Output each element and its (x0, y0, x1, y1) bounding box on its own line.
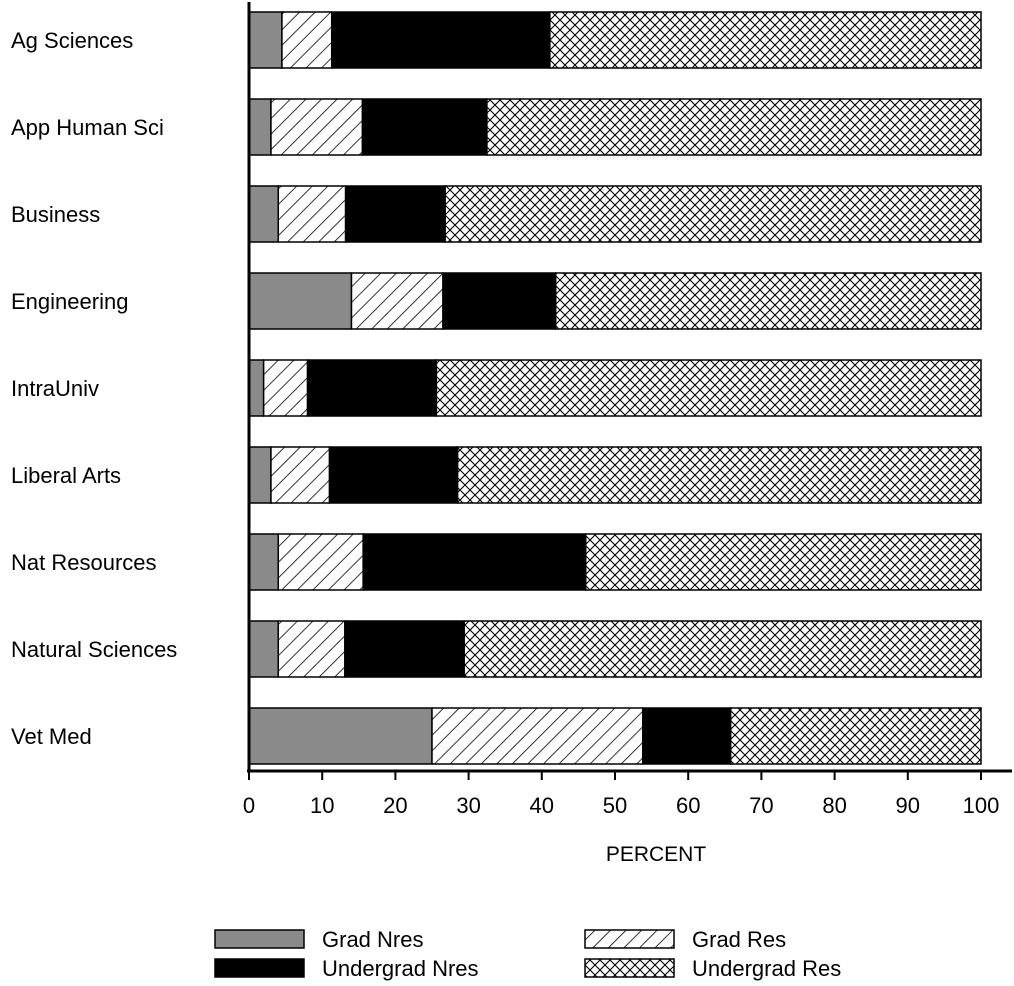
bar-liberal-arts-grad-nres (248, 446, 272, 504)
legend-swatch-undergrad-nres (214, 958, 305, 978)
category-label-nat-resources: Nat Resources (11, 550, 157, 575)
x-tick-label-40: 40 (530, 793, 554, 818)
bar-natural-sciences-undergrad-nres (344, 620, 465, 678)
category-label-liberal-arts: Liberal Arts (11, 463, 121, 488)
category-label-app-human-sci: App Human Sci (11, 115, 164, 140)
bar-nat-resources-undergrad-nres (362, 533, 587, 591)
bar-engineering-grad-nres (248, 272, 353, 330)
bar-intrauniv-grad-res (262, 359, 309, 417)
bar-liberal-arts-grad-res (270, 446, 331, 504)
legend-swatch-undergrad-res (584, 958, 675, 978)
bar-natural-sciences-grad-res (277, 620, 346, 678)
x-axis: 0 10 20 30 40 50 60 70 80 90 100 PERCENT (243, 2, 1012, 866)
bar-engineering-undergrad-res (554, 272, 982, 330)
category-labels: Ag Sciences App Human Sci Business Engineer… (11, 28, 177, 749)
bar-intrauniv-undergrad-res (435, 359, 982, 417)
x-tick-label-60: 60 (676, 793, 700, 818)
legend-label-grad-res: Grad Res (692, 927, 786, 952)
legend-swatch-grad-nres (214, 929, 305, 949)
bar-vet-med-grad-nres (248, 707, 433, 765)
x-tick-label-90: 90 (896, 793, 920, 818)
legend: Grad Nres Grad Res Undergrad Nres Undergrad… (214, 927, 841, 981)
bar-app-human-sci-grad-res (270, 98, 364, 156)
category-label-intrauniv: IntraUniv (11, 376, 99, 401)
bar-intrauniv-undergrad-nres (306, 359, 438, 417)
x-tick-label-70: 70 (749, 793, 773, 818)
bar-natural-sciences-grad-nres (248, 620, 280, 678)
x-tick-label-100: 100 (963, 793, 1000, 818)
bar-ag-sciences-undergrad-nres (330, 11, 551, 69)
legend-label-undergrad-nres: Undergrad Nres (322, 956, 479, 981)
bars-layer (248, 11, 982, 765)
bar-vet-med-undergrad-res (729, 707, 982, 765)
bar-ag-sciences-grad-res (281, 11, 333, 69)
legend-label-grad-nres: Grad Nres (322, 927, 423, 952)
category-label-natural-sciences: Natural Sciences (11, 637, 177, 662)
bar-ag-sciences-undergrad-res (549, 11, 982, 69)
bar-business-undergrad-nres (344, 185, 446, 243)
bar-engineering-grad-res (350, 272, 444, 330)
bar-liberal-arts-undergrad-nres (328, 446, 459, 504)
bar-vet-med-undergrad-nres (642, 707, 732, 765)
category-label-business: Business (11, 202, 100, 227)
x-tick-label-50: 50 (603, 793, 627, 818)
category-label-engineering: Engineering (11, 289, 128, 314)
bar-ag-sciences-grad-nres (248, 11, 283, 69)
bar-app-human-sci-grad-nres (248, 98, 272, 156)
category-label-ag-sciences: Ag Sciences (11, 28, 133, 53)
bar-natural-sciences-undergrad-res (463, 620, 982, 678)
bar-liberal-arts-undergrad-res (456, 446, 982, 504)
bar-vet-med-grad-res (431, 707, 644, 765)
bar-app-human-sci-undergrad-nres (361, 98, 488, 156)
bar-business-undergrad-res (444, 185, 982, 243)
bar-nat-resources-grad-res (277, 533, 364, 591)
legend-swatch-grad-res (584, 929, 675, 949)
bar-engineering-undergrad-nres (442, 272, 557, 330)
bar-intrauniv-grad-nres (248, 359, 265, 417)
legend-label-undergrad-res: Undergrad Res (692, 956, 841, 981)
x-axis-title: PERCENT (606, 843, 707, 866)
bar-app-human-sci-undergrad-res (486, 98, 982, 156)
bar-nat-resources-grad-nres (248, 533, 280, 591)
x-tick-label-20: 20 (383, 793, 407, 818)
bar-nat-resources-undergrad-res (584, 533, 982, 591)
x-tick-label-0: 0 (243, 793, 255, 818)
x-tick-label-80: 80 (822, 793, 846, 818)
category-label-vet-med: Vet Med (11, 724, 92, 749)
x-tick-label-10: 10 (310, 793, 334, 818)
bar-business-grad-nres (248, 185, 280, 243)
bar-business-grad-res (277, 185, 347, 243)
x-tick-label-30: 30 (456, 793, 480, 818)
